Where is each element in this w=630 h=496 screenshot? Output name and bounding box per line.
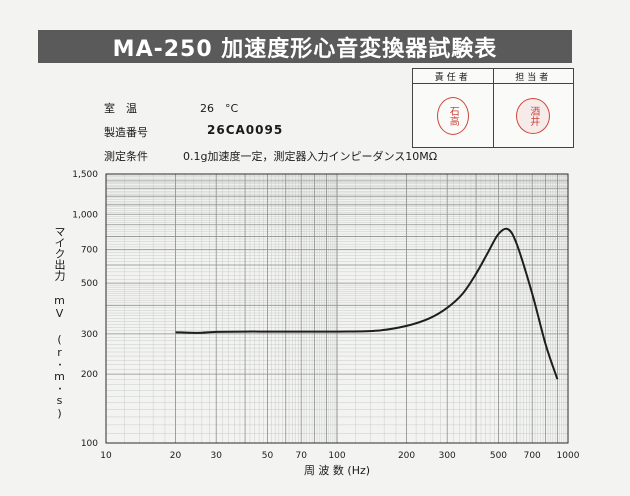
y-tick-label: 300 [81,330,98,340]
y-tick-label: 1,000 [72,210,98,220]
stamp-column-operator: 担当者 酒井 [492,69,574,147]
hanko-seal-icon: 酒井 [516,97,551,134]
y-tick-label: 100 [81,439,98,449]
y-tick-labels: 100 200 300 500 700 1,000 1,500 [72,170,98,449]
hanko-seal-icon: 石高 [436,96,469,135]
y-axis-title: マイク出力 mV (r･m･s) [53,226,66,420]
y-tick-label: 500 [81,279,98,289]
chart-grid-major [105,173,569,444]
stamp-cell-responsible: 石高 [413,84,493,147]
y-tick-label: 200 [81,370,98,380]
x-tick-label: 300 [439,451,456,461]
x-tick-labels: 10 20 30 50 70 100 200 300 500 700 1000 [100,451,579,461]
y-tick-label: 1,500 [72,170,98,180]
serial-number-value: 26CA0095 [207,123,284,137]
x-tick-label: 100 [328,451,345,461]
seal-text: 石高 [447,105,459,126]
x-tick-label: 10 [100,451,112,461]
conditions-value: 0.1g加速度一定，測定器入力インピーダンス10MΩ [183,150,438,163]
stamp-column-responsible: 責任者 石高 [413,69,493,147]
stamp-cell-operator: 酒井 [494,84,574,147]
y-tick-label: 700 [81,246,98,256]
seal-text: 酒井 [527,105,539,126]
x-tick-label: 50 [262,451,274,461]
conditions-label: 測定条件 [104,150,148,163]
x-tick-label: 200 [398,451,415,461]
page-title: MA-250 加速度形心音変換器試験表 [38,30,572,63]
x-tick-label: 1000 [557,451,580,461]
x-tick-label: 70 [295,451,307,461]
temperature-label: 室 温 [104,102,137,115]
x-tick-label: 700 [524,451,541,461]
temperature-value: 26 °C [200,102,239,115]
x-tick-label: 500 [490,451,507,461]
series-line [175,227,559,380]
serial-number-label: 製造番号 [104,126,148,139]
x-tick-label: 30 [210,451,222,461]
approval-stamp-table: 責任者 石高 担当者 酒井 [412,68,574,148]
stamp-header-responsible: 責任者 [413,69,493,84]
stamp-header-operator: 担当者 [493,69,573,84]
plot-frame [105,173,569,444]
x-axis-title: 周 波 数 (Hz) [304,464,370,477]
x-tick-label: 20 [170,451,182,461]
